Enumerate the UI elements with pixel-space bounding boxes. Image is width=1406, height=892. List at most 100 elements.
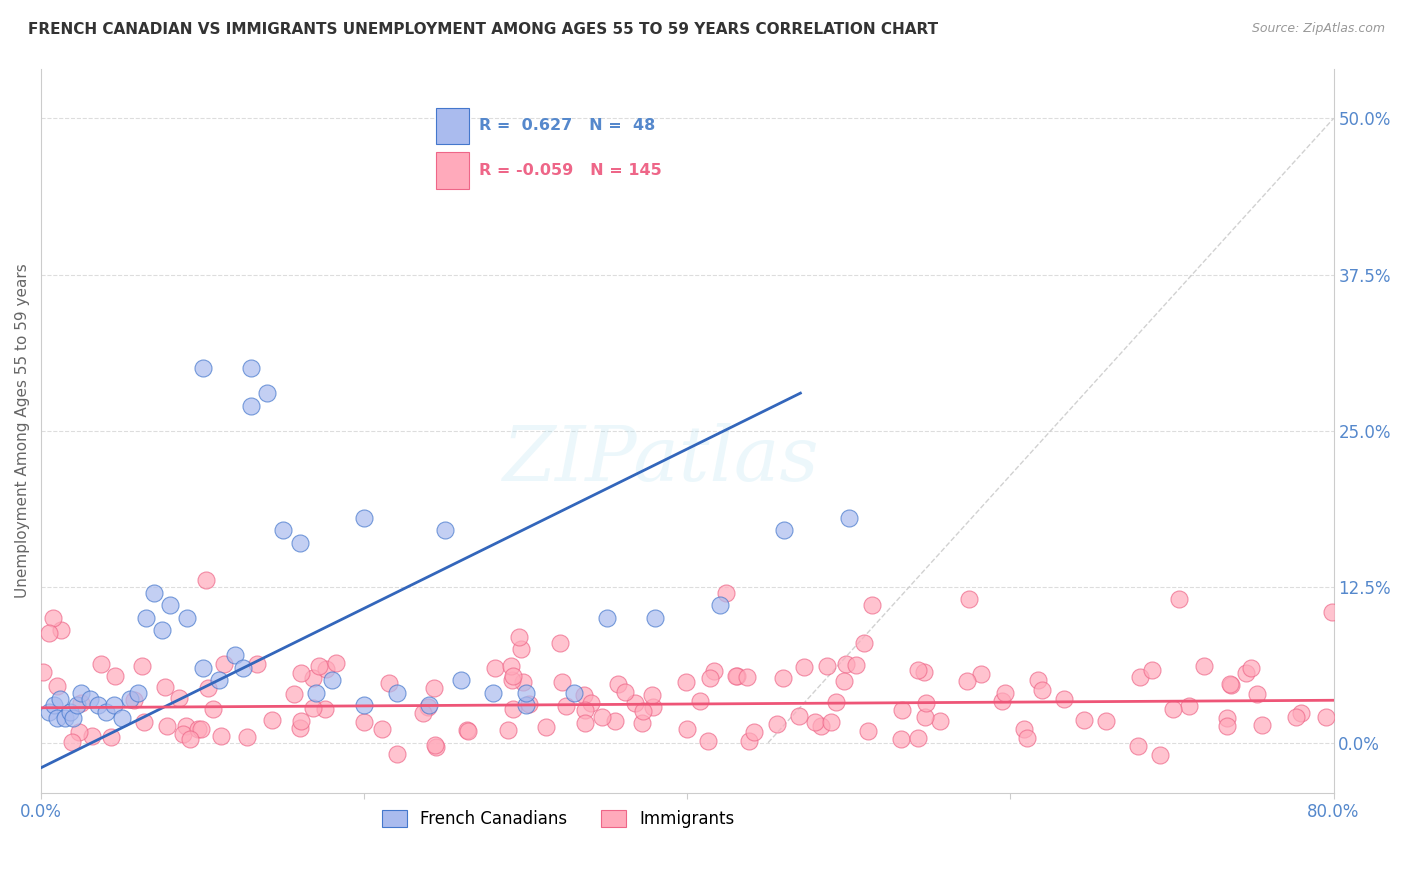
Point xyxy=(132,715,155,730)
Point xyxy=(562,686,585,700)
Point xyxy=(838,511,860,525)
Point xyxy=(416,700,439,714)
Point xyxy=(1149,748,1171,763)
Point xyxy=(773,524,796,538)
Point xyxy=(187,722,209,736)
Point xyxy=(122,693,145,707)
Point xyxy=(42,611,65,625)
Point xyxy=(631,704,654,718)
Point xyxy=(1240,660,1263,674)
Point xyxy=(1012,722,1035,736)
Point xyxy=(548,636,571,650)
Point xyxy=(501,673,523,688)
Point xyxy=(551,675,574,690)
Point xyxy=(433,524,456,538)
Point xyxy=(914,696,936,710)
Point xyxy=(38,625,60,640)
Point xyxy=(787,708,810,723)
Point xyxy=(699,671,721,685)
Point xyxy=(631,715,654,730)
Point xyxy=(907,664,929,678)
Point xyxy=(240,399,263,413)
Point xyxy=(224,648,246,663)
Point xyxy=(60,735,83,749)
Point xyxy=(555,698,578,713)
Point xyxy=(572,688,595,702)
Point xyxy=(860,599,883,613)
Point xyxy=(640,688,662,702)
Point xyxy=(703,664,725,678)
Point xyxy=(201,702,224,716)
Point xyxy=(135,611,157,625)
Point xyxy=(793,660,815,674)
Point xyxy=(1031,682,1053,697)
Point xyxy=(155,680,177,694)
Point xyxy=(156,719,179,733)
Point xyxy=(283,687,305,701)
Point xyxy=(325,657,347,671)
Point xyxy=(689,694,711,708)
Point xyxy=(1161,701,1184,715)
Point xyxy=(46,711,69,725)
Point xyxy=(725,668,748,682)
Point xyxy=(38,705,60,719)
Point xyxy=(709,599,731,613)
Point xyxy=(515,698,537,713)
Point xyxy=(641,700,664,714)
Point xyxy=(1026,673,1049,688)
Point xyxy=(820,715,842,730)
Point xyxy=(159,599,181,613)
Point xyxy=(1251,718,1274,732)
Point xyxy=(70,686,93,700)
Point xyxy=(385,747,408,761)
Point xyxy=(100,731,122,745)
Point xyxy=(1073,713,1095,727)
Point xyxy=(172,727,194,741)
Point xyxy=(167,690,190,705)
Point xyxy=(714,586,737,600)
Point xyxy=(143,586,166,600)
Point xyxy=(834,673,856,688)
Point xyxy=(993,686,1015,700)
Point xyxy=(179,732,201,747)
Point xyxy=(246,657,269,671)
Point xyxy=(212,657,235,672)
Point xyxy=(929,714,952,729)
Point xyxy=(131,658,153,673)
Point xyxy=(484,661,506,675)
Point xyxy=(1320,605,1343,619)
Point xyxy=(240,361,263,376)
Point xyxy=(499,658,522,673)
Text: Source: ZipAtlas.com: Source: ZipAtlas.com xyxy=(1251,22,1385,36)
Point xyxy=(914,710,936,724)
Point xyxy=(1053,691,1076,706)
Point xyxy=(111,711,134,725)
Point xyxy=(450,673,472,688)
Point xyxy=(377,676,399,690)
Point xyxy=(232,661,254,675)
Point xyxy=(353,715,375,730)
Legend: French Canadians, Immigrants: French Canadians, Immigrants xyxy=(375,804,741,835)
Point xyxy=(614,685,637,699)
Point xyxy=(197,681,219,696)
Point xyxy=(422,681,444,695)
Point xyxy=(190,722,212,736)
Point xyxy=(907,731,929,746)
Point xyxy=(32,665,55,679)
Point xyxy=(890,703,912,717)
Point xyxy=(90,657,112,672)
Point xyxy=(510,642,533,657)
Point xyxy=(595,611,617,625)
Point xyxy=(425,739,447,754)
Point xyxy=(591,709,613,723)
Point xyxy=(353,698,375,713)
Point xyxy=(118,692,141,706)
Point xyxy=(209,729,232,743)
Point xyxy=(956,674,979,689)
Point xyxy=(423,739,446,753)
Point xyxy=(418,698,440,713)
Point xyxy=(890,731,912,746)
Point xyxy=(675,675,697,690)
Point xyxy=(1216,719,1239,733)
Point xyxy=(1246,687,1268,701)
